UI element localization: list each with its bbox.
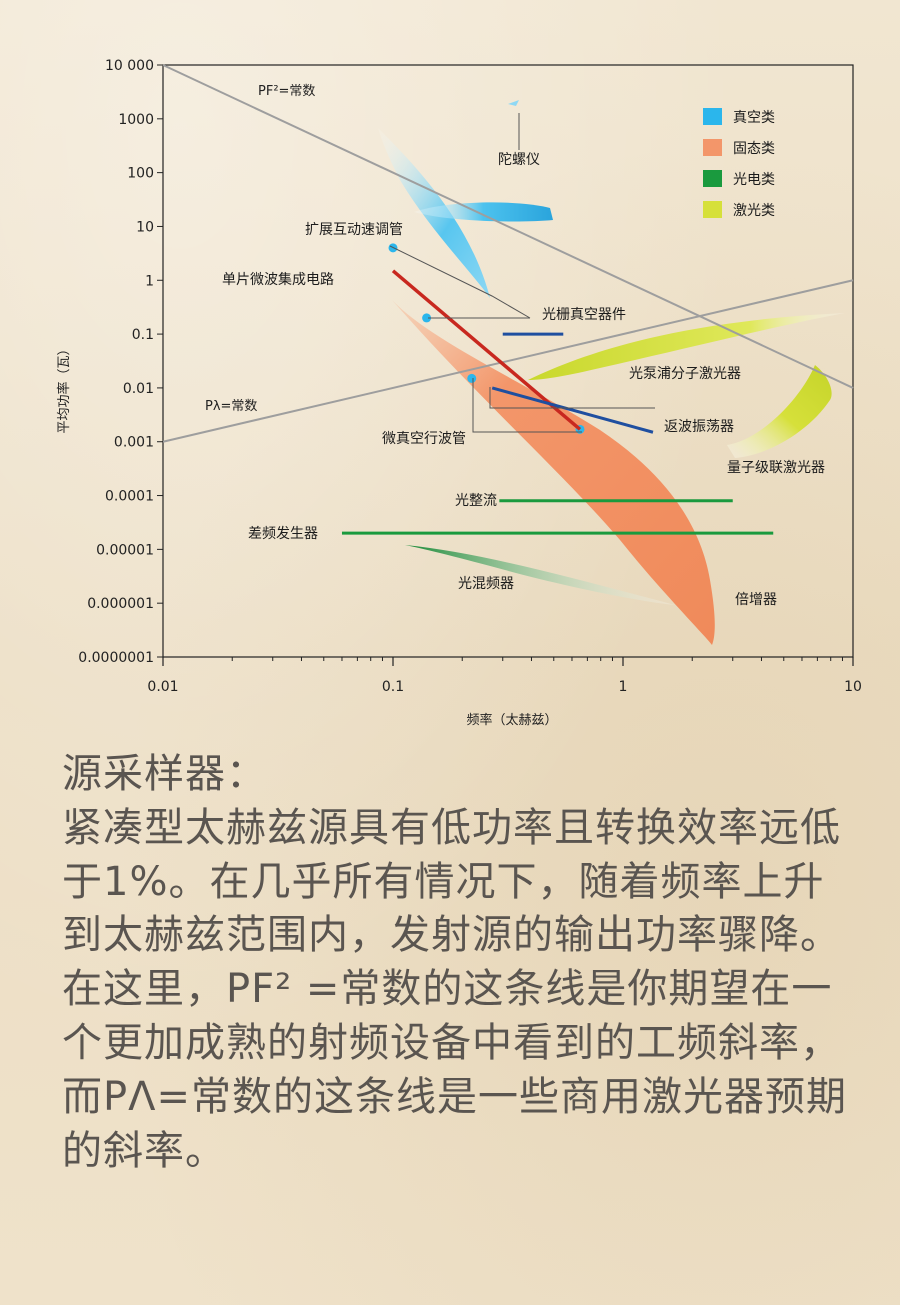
y-axis-title: 平均功率（瓦）: [56, 342, 72, 433]
series-label: 光混频器: [458, 576, 514, 592]
region-gyrotron-top: [508, 100, 519, 106]
x-axis-title: 频率（太赫兹）: [466, 712, 557, 728]
y-tick-label: 100: [127, 166, 154, 182]
region-pumped-molecular-laser: [528, 313, 845, 380]
y-tick-label: 0.001: [114, 435, 154, 451]
point-mark: [467, 373, 477, 383]
x-tick-label: 1: [619, 679, 628, 695]
leader-lines: [389, 113, 655, 433]
ref-line-label: Pλ=常数: [205, 399, 257, 414]
series-label: 陀螺仪: [498, 152, 540, 168]
series-label: 光整流: [455, 493, 497, 509]
data-marks: [341, 243, 774, 535]
region-optical-mixer: [405, 545, 675, 605]
series-label: 光泵浦分子激光器: [629, 365, 741, 382]
description-paragraph: 紧凑型太赫兹源具有低功率且转换效率远低于1%。在几乎所有情况下，随着频率上升到太…: [62, 804, 847, 1174]
x-axis: 0.01 0.1 1 10: [147, 657, 862, 695]
y-tick-label: 0.000001: [87, 596, 154, 612]
legend-swatch: [703, 139, 722, 156]
ref-line-label: PF²=常数: [258, 84, 315, 99]
y-tick-label: 0.00001: [96, 542, 154, 558]
y-tick-label: 1: [145, 273, 154, 289]
series-label: 返波振荡器: [664, 419, 734, 435]
point-mark: [422, 313, 432, 323]
x-tick-label: 0.01: [147, 679, 178, 695]
x-tick-label: 10: [844, 679, 862, 695]
series-label: 差频发生器: [248, 526, 318, 542]
legend-swatch: [703, 108, 722, 125]
chart: 10 000 1000 100 10 1 0.1 0.01 0.001 0.0001 0.0000…: [56, 58, 862, 728]
series-label: 光栅真空器件: [542, 307, 626, 323]
legend-label: 激光类: [733, 202, 775, 219]
legend-label: 光电类: [733, 172, 775, 188]
region-gyrotron-horiz: [414, 202, 553, 222]
legend-swatch: [703, 170, 722, 187]
x-tick-label: 0.1: [382, 679, 404, 695]
series-label: 扩展互动速调管: [305, 222, 403, 238]
legend-label: 固态类: [733, 141, 775, 157]
y-tick-label: 10 000: [105, 58, 154, 74]
y-tick-label: 0.1: [132, 327, 154, 343]
ref-line-pf2: [162, 64, 854, 389]
y-axis: 10 000 1000 100 10 1 0.1 0.01 0.001 0.0001 0.0000…: [78, 58, 163, 666]
description: 源采样器： 紧凑型太赫兹源具有低功率且转换效率远低于1%。在几乎所有情况下，随着…: [62, 748, 852, 1178]
legend-swatch: [703, 201, 722, 218]
segment-mark: [491, 386, 654, 434]
y-tick-label: 0.0001: [105, 489, 154, 505]
description-title: 源采样器：: [62, 751, 267, 797]
series-label: 单片微波集成电路: [222, 271, 334, 288]
ref-line-plambda: [162, 279, 854, 443]
series-label: 量子级联激光器: [727, 459, 825, 476]
legend-label: 真空类: [733, 110, 775, 126]
series-label: 微真空行波管: [382, 431, 466, 447]
plot-area: [162, 64, 854, 658]
y-tick-label: 10: [136, 219, 154, 235]
y-tick-label: 1000: [118, 112, 154, 128]
region-qcl: [727, 365, 832, 458]
y-tick-label: 0.01: [123, 381, 154, 397]
series-label: 倍增器: [735, 592, 777, 608]
y-tick-label: 0.0000001: [78, 650, 154, 666]
